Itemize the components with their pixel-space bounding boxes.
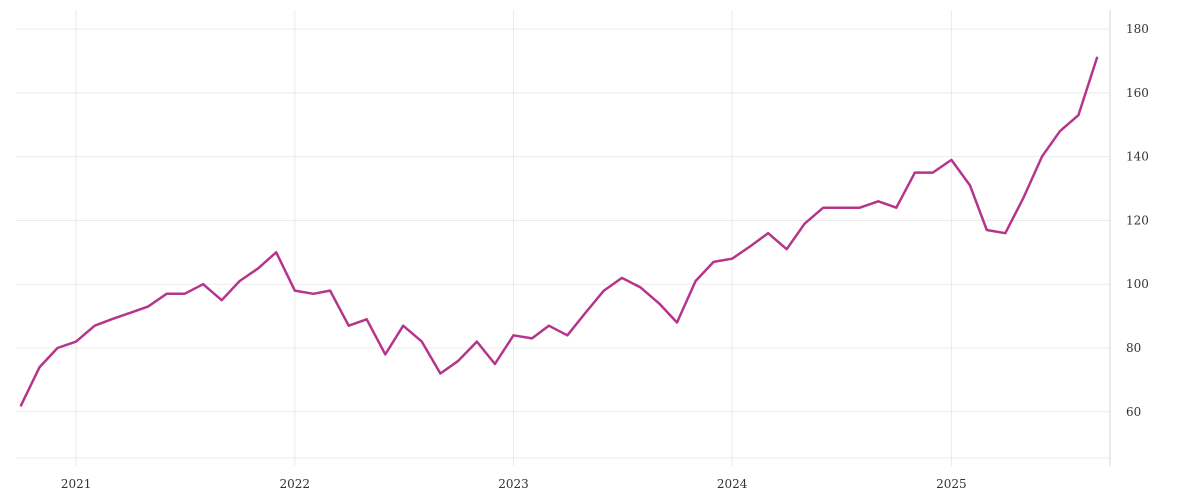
x-tick-label: 2023 bbox=[498, 477, 529, 491]
y-tick-label: 60 bbox=[1126, 405, 1141, 419]
series-line bbox=[19, 56, 1099, 407]
y-tick-label: 100 bbox=[1126, 277, 1149, 291]
series-layer bbox=[19, 56, 1099, 407]
x-axis-tick-labels: 2021 2022 2023 2024 2025 bbox=[61, 477, 967, 491]
y-axis-tick-labels: 60 80 100 120 140 160 180 bbox=[1126, 22, 1149, 419]
y-tick-label: 180 bbox=[1126, 22, 1149, 36]
y-tick-label: 120 bbox=[1126, 213, 1149, 227]
y-tick-label: 80 bbox=[1126, 341, 1141, 355]
y-tick-label: 140 bbox=[1126, 150, 1149, 164]
vertical-gridlines bbox=[75, 10, 952, 466]
x-tick-label: 2025 bbox=[936, 477, 967, 491]
x-tick-label: 2024 bbox=[717, 477, 748, 491]
x-tick-label: 2021 bbox=[61, 477, 92, 491]
horizontal-gridlines bbox=[16, 28, 1110, 459]
x-tick-label: 2022 bbox=[280, 477, 311, 491]
y-tick-label: 160 bbox=[1126, 86, 1149, 100]
